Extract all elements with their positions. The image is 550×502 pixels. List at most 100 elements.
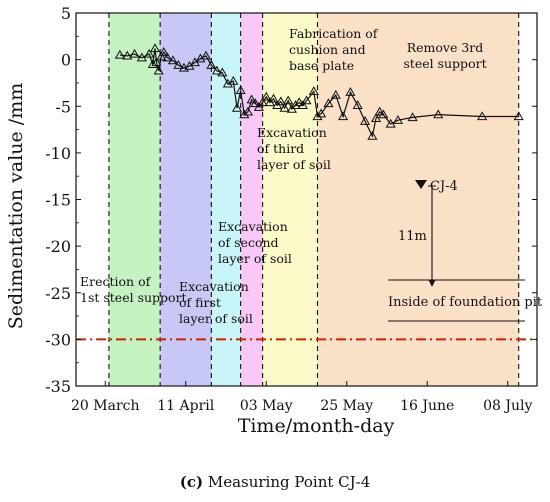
data-point-13: [167, 55, 179, 65]
data-point-33: [261, 91, 272, 101]
data-point-41: [290, 100, 301, 109]
data-point-32: [257, 97, 268, 107]
stage-label-3-line-2: of second: [218, 235, 279, 250]
data-point-5: [144, 48, 155, 58]
data-point-30: [250, 98, 261, 108]
data-point-42: [294, 97, 305, 107]
stage-label-5-line-3: base plate: [289, 58, 354, 73]
stage-band-6: [317, 13, 519, 386]
data-point-2: [122, 50, 133, 60]
data-point-3: [129, 48, 140, 58]
y-tick-label-9: -35: [45, 377, 71, 396]
data-point-57: [378, 109, 389, 119]
stage-label-5-line-1: Fabrication of: [289, 26, 379, 41]
data-point-54: [367, 130, 378, 140]
data-point-61: [433, 109, 444, 119]
data-point-60: [407, 112, 418, 122]
data-point-4: [136, 52, 147, 62]
x-tick-label-6: 08 July: [483, 398, 532, 414]
x-tick-label-3: 03 May: [240, 398, 293, 414]
plot-area: CJ-4 11m Inside of foundation pit: [76, 43, 543, 341]
data-point-37: [275, 96, 286, 106]
data-point-12: [162, 52, 173, 62]
data-point-10: [156, 51, 167, 61]
stage-label-2: Excavation of first layer of soil: [179, 279, 253, 326]
stage-band-5: [262, 13, 318, 386]
x-tick-label-5: 16 June: [400, 398, 454, 414]
data-point-43: [297, 100, 308, 109]
data-point-7: [149, 43, 161, 53]
data-point-62: [477, 111, 488, 121]
data-point-63: [513, 111, 524, 121]
stage-label-1: Erection of 1st steel support: [80, 274, 187, 305]
inset-arrowhead: [428, 280, 436, 287]
stage-label-3-line-1: Excavation: [218, 219, 288, 234]
stage-band-2: [160, 13, 212, 386]
data-point-35: [268, 93, 279, 103]
figure-caption: (c) Measuring Point CJ-4: [0, 473, 550, 491]
data-point-24: [228, 75, 239, 85]
data-point-9: [153, 65, 164, 75]
y-tick-label-5: -15: [45, 191, 71, 210]
stage-label-6: Remove 3rd steel support: [403, 40, 486, 71]
y-axis-label: Sedimentation value /mm: [5, 83, 27, 329]
data-point-50: [338, 111, 349, 121]
data-point-44: [301, 95, 312, 105]
data-point-28: [242, 106, 254, 116]
data-point-51: [345, 87, 356, 96]
series-line: [119, 48, 519, 138]
inset-depth-label: 11m: [398, 229, 427, 244]
stage-label-5: Fabrication of cushion and base plate: [289, 26, 379, 73]
data-point-6: [147, 59, 158, 68]
inset-point-label: CJ-4: [430, 179, 458, 194]
stage-label-3-line-3: layer of soil: [218, 251, 292, 266]
y-tick-label-2: 0: [61, 51, 71, 70]
inset-bottom-label: Inside of foundation pit: [388, 295, 543, 310]
x-axis-label: Time/month-day: [238, 415, 395, 437]
data-point-46: [312, 111, 323, 121]
data-point-19: [200, 50, 211, 60]
data-point-45: [308, 86, 319, 95]
stage-label-1-line-1: Erection of: [80, 274, 152, 289]
data-point-39: [283, 95, 294, 105]
x-tick-label-1: 20 March: [71, 398, 140, 414]
x-tick-label-2: 11 April: [157, 398, 215, 414]
stage-label-2-line-3: layer of soil: [179, 311, 253, 326]
stage-label-4: Excavation of third layer of soil: [257, 125, 331, 172]
caption-panel-label: (c): [179, 473, 204, 491]
stage-label-4-line-1: Excavation: [257, 125, 327, 140]
stage-label-1-line-2: 1st steel support: [80, 290, 187, 305]
stage-label-6-line-1: Remove 3rd: [407, 40, 484, 55]
data-point-38: [279, 102, 290, 112]
y-tick-label-1: 5: [61, 4, 71, 23]
data-point-27: [239, 109, 250, 119]
stage-label-4-line-3: layer of soil: [257, 157, 331, 172]
inset-diagram: CJ-4 11m Inside of foundation pit: [388, 179, 543, 322]
data-point-59: [392, 115, 404, 124]
data-point-49: [330, 89, 341, 99]
stage-label-3: Excavation of second layer of soil: [218, 219, 292, 266]
data-point-8: [151, 57, 162, 67]
data-point-48: [323, 98, 334, 108]
stage-label-2-line-1: Excavation: [179, 279, 249, 294]
data-point-14: [173, 60, 184, 69]
data-point-22: [217, 67, 228, 77]
stage-band-1: [108, 13, 161, 386]
stage-band-4: [240, 13, 263, 386]
data-point-1: [114, 49, 125, 59]
stage-label-5-line-2: cushion and: [289, 42, 366, 57]
data-point-56: [374, 106, 385, 116]
data-point-11: [158, 46, 169, 56]
data-point-25: [231, 102, 243, 112]
caption-text: Measuring Point CJ-4: [207, 473, 371, 491]
x-tick-label-4: 25 May: [320, 398, 373, 414]
data-point-29: [246, 94, 257, 104]
stage-label-6-line-2: steel support: [403, 56, 486, 71]
data-point-31: [253, 101, 264, 111]
y-tick-label-4: -10: [45, 144, 71, 163]
y-tick-label-7: -25: [45, 284, 71, 303]
y-tick-label-3: -5: [55, 97, 71, 116]
